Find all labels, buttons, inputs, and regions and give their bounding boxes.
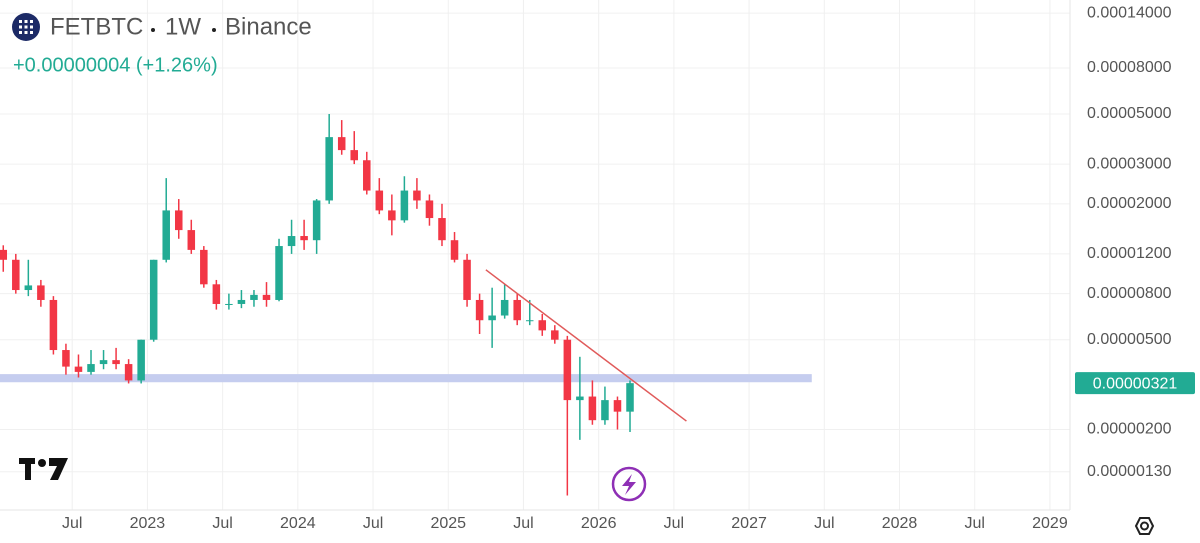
candle-body xyxy=(488,315,496,321)
candle-body xyxy=(413,190,421,201)
candle-body xyxy=(325,137,333,201)
separator xyxy=(151,28,155,32)
interval: 1W xyxy=(165,13,201,40)
tradingview-logo xyxy=(19,458,68,480)
candle-body xyxy=(24,285,33,291)
candle-body xyxy=(275,246,283,300)
grid xyxy=(0,0,1070,510)
candle-body xyxy=(137,339,145,381)
candle-body xyxy=(225,303,233,305)
y-tick-label: 0.00000200 xyxy=(1087,421,1172,438)
candle-body xyxy=(375,190,384,211)
candle-body xyxy=(112,360,120,365)
candle-body xyxy=(237,299,246,304)
candle-body xyxy=(425,200,434,219)
candle-body xyxy=(400,190,409,221)
candle-body xyxy=(262,294,271,300)
symbol: FETBTC xyxy=(50,13,143,40)
x-tick-label: 2026 xyxy=(581,515,617,532)
candle-body xyxy=(500,299,509,316)
y-tick-label: 0.00000800 xyxy=(1087,285,1172,302)
candle-body xyxy=(463,259,471,300)
candle-body xyxy=(99,360,108,365)
exchange: Binance xyxy=(225,13,312,40)
y-tick-label: 0.00005000 xyxy=(1087,105,1172,122)
candle-body xyxy=(87,364,95,372)
candle-body xyxy=(162,210,170,260)
y-tick-label: 0.00001200 xyxy=(1087,245,1172,262)
y-tick-label: 0.00014000 xyxy=(1087,4,1172,21)
y-tick-label: 0.00000500 xyxy=(1087,331,1172,348)
candle-body xyxy=(174,210,183,231)
candle-body xyxy=(287,236,296,247)
candle-body xyxy=(563,339,572,401)
x-tick-label: Jul xyxy=(212,515,232,532)
settings-icon[interactable] xyxy=(1134,517,1155,535)
candle-body xyxy=(576,396,584,401)
candle-body xyxy=(337,137,346,151)
x-tick-label: Jul xyxy=(964,515,984,532)
candle-body xyxy=(475,299,484,321)
trendline xyxy=(485,269,687,422)
price-change: +0.00000004 (+1.26%) xyxy=(13,54,218,76)
plot xyxy=(0,114,812,496)
x-tick-label: Jul xyxy=(814,515,834,532)
x-tick-label: 2023 xyxy=(130,515,166,532)
candle-body xyxy=(388,210,396,221)
x-tick-label: 2028 xyxy=(882,515,918,532)
x-tick-label: Jul xyxy=(62,515,82,532)
candle-body xyxy=(187,230,196,250)
separator xyxy=(212,28,216,32)
candle-body xyxy=(525,320,534,322)
candle-body xyxy=(149,259,158,340)
candle-body xyxy=(37,285,45,300)
support-band xyxy=(0,374,812,383)
last-price-label: 0.00000321 xyxy=(1093,375,1178,392)
candle-body xyxy=(62,350,70,367)
y-tick-label: 0.00002000 xyxy=(1087,195,1172,212)
symbol-icon xyxy=(12,13,40,41)
candle-body xyxy=(438,218,446,241)
candle-body xyxy=(613,400,622,412)
x-tick-label: 2029 xyxy=(1032,515,1068,532)
candle-body xyxy=(601,400,609,421)
y-tick-label: 0.00000130 xyxy=(1087,463,1172,480)
candle-body xyxy=(312,200,321,241)
candle-body xyxy=(363,160,371,191)
x-tick-label: Jul xyxy=(363,515,383,532)
candle-body xyxy=(250,294,258,300)
candle-body xyxy=(0,249,8,260)
candle-body xyxy=(200,249,208,285)
candle-body xyxy=(212,284,221,304)
x-tick-label: 2027 xyxy=(731,515,767,532)
candle-body xyxy=(350,150,359,161)
y-tick-label: 0.00003000 xyxy=(1087,155,1172,172)
candle-body xyxy=(124,364,133,381)
x-tick-label: Jul xyxy=(513,515,533,532)
candle-body xyxy=(450,240,459,260)
x-tick-label: 2025 xyxy=(430,515,466,532)
y-tick-label: 0.00008000 xyxy=(1087,59,1172,76)
candle-body xyxy=(49,299,58,351)
candle-body xyxy=(551,330,559,340)
x-tick-label: Jul xyxy=(664,515,684,532)
candle-body xyxy=(74,366,83,372)
lightning-icon[interactable] xyxy=(611,466,647,502)
candle-body xyxy=(626,383,634,412)
candle-body xyxy=(588,396,597,421)
candle-body xyxy=(538,320,547,331)
candle-body xyxy=(513,299,521,321)
candle-body xyxy=(12,259,20,291)
x-tick-label: 2024 xyxy=(280,515,316,532)
last-price-tag xyxy=(1075,372,1195,395)
candle-body xyxy=(300,236,308,241)
